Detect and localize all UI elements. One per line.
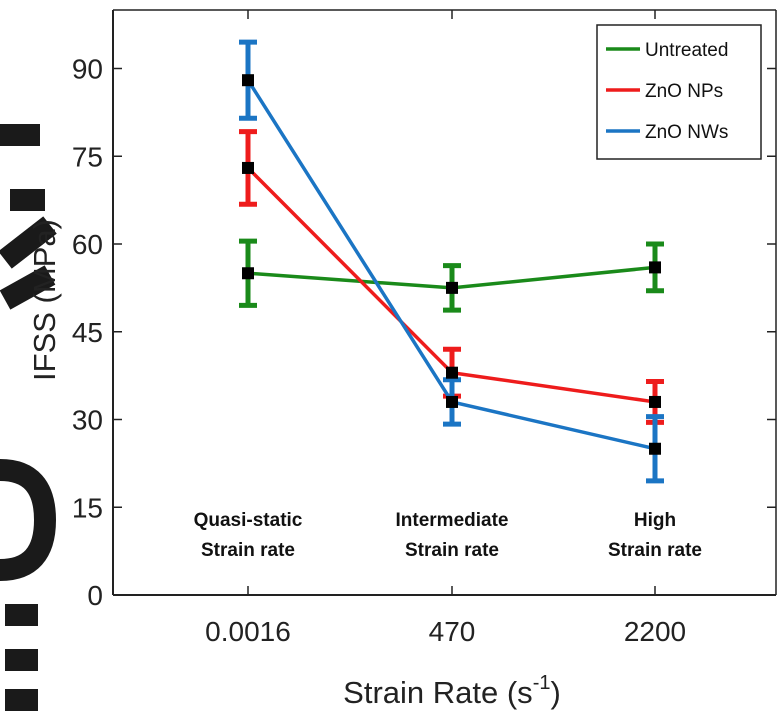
- y-tick-label: 60: [72, 229, 103, 260]
- y-axis-title: IFSS (MPa): [27, 219, 62, 381]
- x-axis-title-close: ): [550, 675, 560, 710]
- region-label-line: Intermediate: [396, 510, 509, 531]
- region-label-line: Strain rate: [201, 540, 295, 561]
- legend-label: ZnO NWs: [645, 122, 728, 143]
- legend-label: ZnO NPs: [645, 81, 723, 102]
- plot-area: [239, 39, 664, 484]
- data-point: [242, 74, 254, 87]
- data-point: [446, 366, 458, 379]
- x-ticks: 0.0016 470 2200: [205, 10, 686, 647]
- data-point: [446, 395, 458, 408]
- legend: Untreated ZnO NPs ZnO NWs: [596, 24, 762, 160]
- axes-frame: [112, 9, 777, 596]
- y-tick-label: 30: [72, 405, 103, 436]
- y-tick-label: 15: [72, 492, 103, 523]
- x-axis-title-sup: -1: [533, 672, 551, 694]
- data-point: [242, 267, 254, 280]
- x-tick-label: 0.0016: [205, 616, 291, 647]
- y-tick-label: 90: [72, 54, 103, 85]
- region-label-line: Strain rate: [608, 540, 702, 561]
- legend-label: Untreated: [645, 40, 728, 61]
- x-tick-label: 2200: [624, 616, 686, 647]
- data-point: [649, 395, 661, 408]
- data-point: [649, 442, 661, 455]
- region-labels: Quasi-static Strain rate Intermediate Strai…: [194, 510, 702, 561]
- data-point: [242, 161, 254, 174]
- x-axis-title: Strain Rate (s-1): [343, 672, 561, 710]
- y-ticks: 0 15 30 45 60 75 90: [72, 54, 776, 611]
- background-watermark: [0, 124, 57, 711]
- region-label-line: Quasi-static: [194, 510, 303, 531]
- x-axis-title-main: Strain Rate (s: [343, 675, 533, 710]
- y-tick-label: 45: [72, 317, 103, 348]
- region-label-line: High: [634, 510, 676, 531]
- y-tick-label: 0: [87, 580, 103, 611]
- y-tick-label: 75: [72, 141, 103, 172]
- data-point: [446, 281, 458, 294]
- series-untreated: [239, 238, 664, 313]
- region-label-line: Strain rate: [405, 540, 499, 561]
- x-tick-label: 470: [429, 616, 476, 647]
- data-point: [649, 261, 661, 274]
